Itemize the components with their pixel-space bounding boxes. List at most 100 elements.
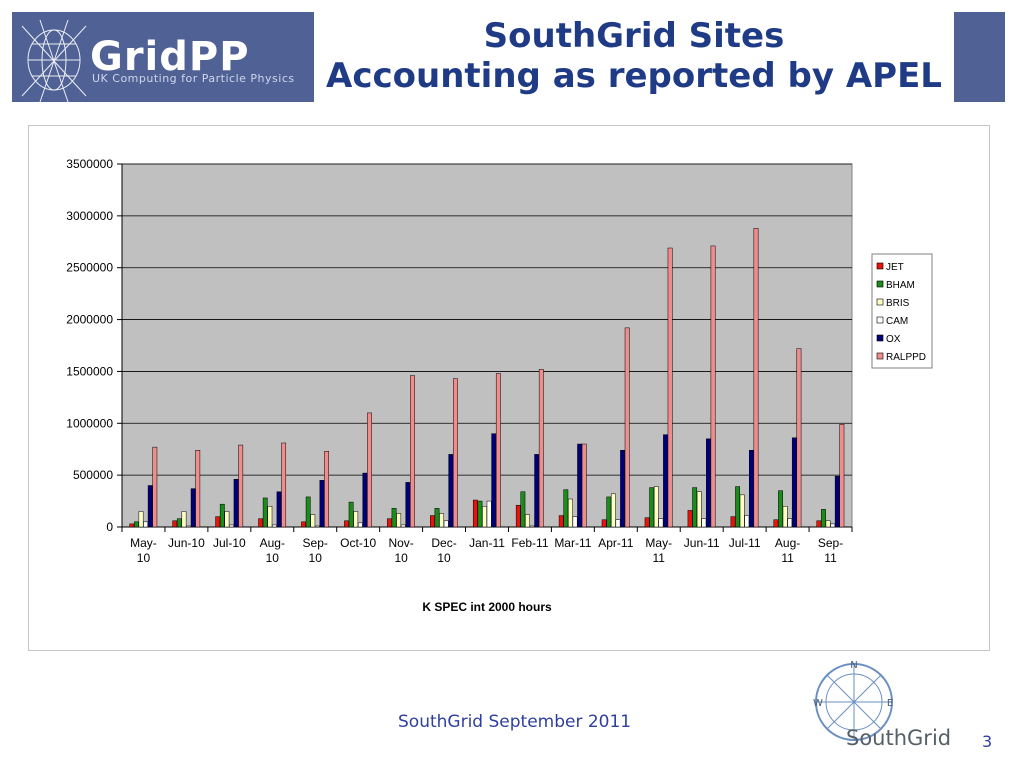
x-tick-label: 10 [437,551,451,565]
bar-cam [357,522,363,528]
x-tick-label: Apr-11 [598,536,633,550]
x-tick-label: 10 [137,551,151,565]
compass-icon: N E W [813,660,893,741]
bar-cam [830,523,836,528]
x-tick-label: Sep- [303,536,328,550]
bar-ralppd [624,327,630,528]
bar-jet [601,519,607,528]
compass-e-label: E [887,698,893,709]
legend-swatch-ox [876,334,884,342]
x-tick-label: Feb-11 [511,536,548,550]
bar-bham [176,518,182,528]
bar-bris [138,511,144,528]
x-tick-label: Jul-11 [729,536,761,550]
bar-jet [644,517,650,528]
bar-bris [782,506,788,528]
legend-box [871,253,933,369]
y-tick-label: 500000 [73,468,113,482]
x-tick-label: Mar-11 [554,536,591,550]
southgrid-logo: SouthGrid [846,726,952,750]
bar-bris [696,491,702,528]
legend-swatch-jet [876,262,884,270]
legend-label-jet: JET [886,262,904,273]
bar-ralppd [324,451,329,528]
bar-ox [233,479,239,528]
slide-title: SouthGrid Sites [483,16,785,56]
bar-bris [267,506,273,528]
y-tick-label: 3000000 [66,209,113,223]
bar-ralppd [281,442,287,528]
bar-ralppd [710,245,716,528]
bar-ox [748,450,754,528]
bar-cam [615,519,621,528]
bar-cam [486,500,492,528]
x-tick-label: May- [130,536,157,550]
bar-chart: 0 500000 1000000 1500000 2000000 2500000 30000… [66,157,933,614]
globe-grid-icon [21,19,87,103]
title-box: SouthGrid Sites Accounting as reported b… [314,12,954,102]
bar-jet [129,523,135,528]
bar-ralppd [410,375,415,528]
legend-label-ox: OX [886,334,901,345]
legend-label-bham: BHAM [886,280,915,291]
bar-cam [400,524,406,528]
bar-cam [529,525,535,528]
bar-cam [143,521,149,528]
footer-text: SouthGrid September 2011 [398,712,632,732]
bar-bris [525,514,530,528]
x-tick-label: Oct-10 [340,536,376,550]
bar-bris [353,511,359,528]
bar-ralppd [367,412,372,528]
bar-ralppd [453,378,458,528]
y-tick-label: 2000000 [66,313,113,327]
bar-cam [744,515,750,528]
bar-cam [272,524,277,528]
bar-ox [706,438,711,528]
bar-bris [224,511,230,528]
legend-swatch-ralppd [876,352,884,360]
bar-bham [391,508,397,528]
bar-bris [739,494,745,528]
x-tick-label: Dec- [431,536,456,550]
bar-bris [439,513,445,528]
x-tick-label: Sep- [818,536,843,550]
x-tick-label: 10 [394,551,408,565]
plot-area [121,163,853,528]
bar-ox [276,491,282,528]
bar-ralppd [796,348,802,528]
bar-bham [305,496,311,528]
bar-bris [568,498,573,528]
x-tick-label: 11 [824,551,837,565]
bar-bham [477,500,483,528]
bar-bham [563,489,569,528]
slide-subtitle: Accounting as reported by APEL [326,56,942,96]
bar-jet [687,510,693,528]
chart-frame: 0 500000 1000000 1500000 2000000 2500000 30000… [28,125,990,651]
bar-jet [258,518,264,528]
gridpp-logo: GridPP UK Computing for Particle Physics [12,12,312,103]
bar-ralppd [753,228,759,528]
x-tick-label: 11 [653,551,666,565]
bar-bham [778,490,783,528]
bar-bham [434,508,440,528]
compass-w-label: W [813,698,823,709]
bar-bham [134,521,139,528]
logo-wordmark: GridPP [90,34,250,80]
page-number: 3 [982,732,993,751]
x-tick-label: Jun-11 [684,536,720,550]
bar-ox [448,454,454,528]
bar-bris [482,506,487,528]
bar-ralppd [581,443,587,528]
bar-cam [186,525,191,528]
x-tick-label: Aug- [260,536,285,550]
bar-ox [405,482,411,528]
bar-cam [701,518,707,528]
bar-bham [821,509,826,528]
bar-jet [387,518,392,528]
bar-ralppd [195,450,201,528]
bar-jet [816,520,822,528]
bar-bham [606,496,612,528]
bar-ox [834,475,840,528]
bar-bris [610,493,616,528]
x-tick-label: 10 [309,551,323,565]
